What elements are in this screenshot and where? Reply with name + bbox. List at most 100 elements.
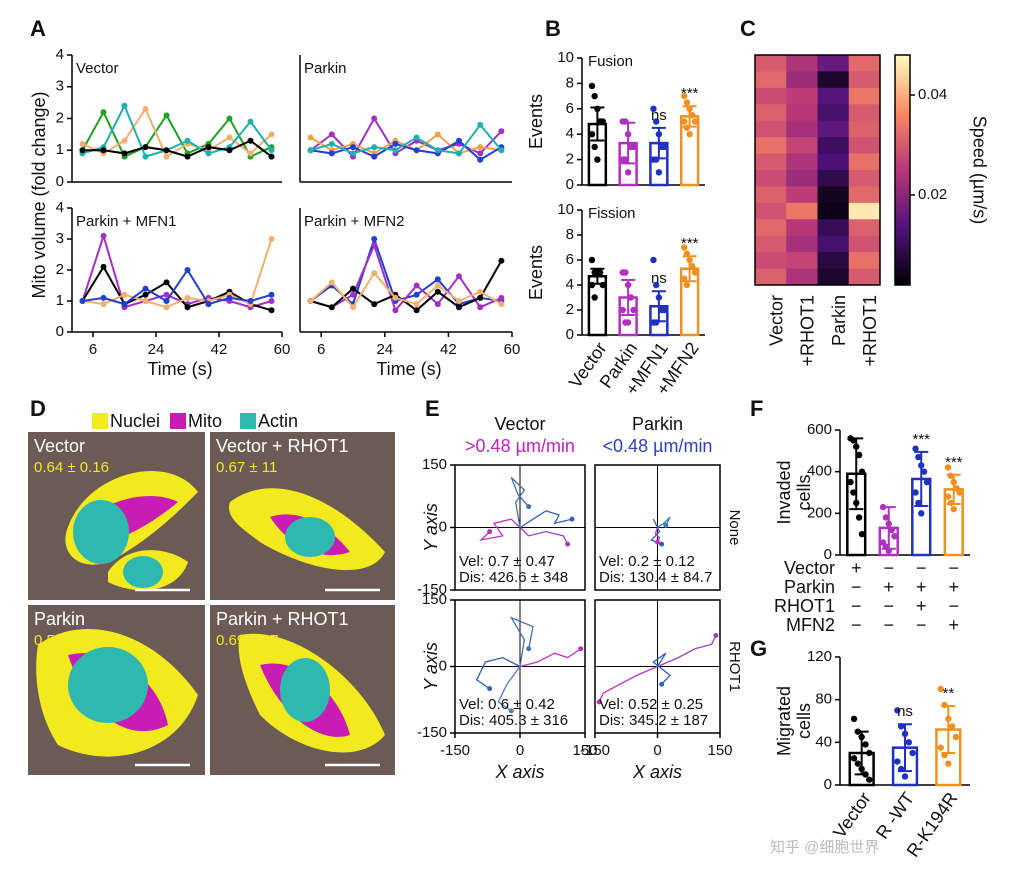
data-point xyxy=(371,236,378,242)
data-point xyxy=(683,99,691,106)
data-line xyxy=(81,232,272,309)
column-title: Parkin xyxy=(632,414,683,434)
data-line xyxy=(82,139,273,158)
data-point xyxy=(655,169,663,176)
data-point xyxy=(371,242,378,249)
data-point xyxy=(944,493,952,500)
condition-sign: − xyxy=(883,596,894,616)
y-tick-label: 2 xyxy=(566,151,574,168)
heatmap-cell xyxy=(755,219,787,237)
heatmap-cell xyxy=(848,137,881,155)
subplot-title: Parkin xyxy=(304,60,347,77)
y-tick-label: 0 xyxy=(566,176,574,193)
data-point xyxy=(909,749,916,757)
y-tick-label: 4 xyxy=(56,199,64,216)
data-point xyxy=(650,105,657,113)
data-point xyxy=(655,131,663,138)
condition-label: Vector xyxy=(784,558,835,578)
y-axis-label: Events xyxy=(526,245,546,300)
error-bar xyxy=(893,723,917,773)
subplot-title: Parkin + MFN1 xyxy=(76,213,176,230)
data-point xyxy=(434,147,441,154)
data-point xyxy=(847,478,854,486)
trajectory-end xyxy=(663,522,669,528)
data-point xyxy=(905,739,913,746)
heatmap-cell xyxy=(786,202,818,220)
data-point xyxy=(350,285,356,292)
subplot-title: Vector xyxy=(76,60,119,77)
stats: Vel: 0.6 ± 0.42 xyxy=(459,696,555,713)
condition-sign: + xyxy=(883,577,894,597)
x-axis-label: X axis xyxy=(494,762,544,782)
data-point xyxy=(413,301,420,308)
y-axis-label: Invaded xyxy=(774,460,794,524)
subplot-title: Parkin + MFN2 xyxy=(304,213,404,230)
heatmap-cell xyxy=(848,170,881,187)
data-point xyxy=(371,270,378,277)
y-tick-label: 3 xyxy=(56,78,64,95)
data-point xyxy=(205,144,212,151)
significance: ns xyxy=(651,107,667,124)
data-point xyxy=(650,256,657,264)
data-point xyxy=(624,169,632,176)
cell-part xyxy=(285,517,335,557)
data-point xyxy=(142,291,149,298)
data-point xyxy=(950,478,957,486)
data-point xyxy=(901,730,909,737)
data-point xyxy=(686,105,693,113)
x-tick-label: +RHOT1 xyxy=(798,295,818,367)
data-point xyxy=(923,478,931,486)
trajectory xyxy=(519,648,582,668)
heatmap-cell xyxy=(755,153,787,171)
x-tick-label: +RHOT1 xyxy=(860,295,880,367)
y-tick-label: 150 xyxy=(422,591,447,608)
heatmap-cell xyxy=(786,186,818,204)
trajectory-end xyxy=(569,516,575,522)
data-point xyxy=(307,147,314,154)
x-tick-label: 42 xyxy=(211,341,228,358)
heatmap-cell xyxy=(786,153,818,171)
data-point xyxy=(163,304,170,311)
data-point xyxy=(624,131,632,138)
heatmap-cell xyxy=(848,104,881,122)
data-point xyxy=(477,156,484,163)
data-point xyxy=(855,451,863,459)
data-point xyxy=(79,298,86,304)
trajectory xyxy=(509,616,534,667)
y-tick-label: 0 xyxy=(439,657,447,674)
data-point xyxy=(371,153,378,160)
data-point xyxy=(392,147,399,154)
heatmap-cell xyxy=(848,186,881,204)
heatmap-cell xyxy=(848,55,881,72)
y-tick-label: 6 xyxy=(566,100,574,117)
data-point xyxy=(948,723,956,730)
data-point xyxy=(937,744,944,751)
data-point xyxy=(858,468,866,475)
heatmap-cell xyxy=(848,219,881,237)
data-point xyxy=(328,150,335,157)
data-point xyxy=(689,111,696,119)
condition-sign: + xyxy=(916,577,927,597)
column-subtitle: >0.48 µm/min xyxy=(465,436,575,456)
data-point xyxy=(624,319,632,326)
data-line xyxy=(309,271,502,309)
panel-label: E xyxy=(425,396,440,421)
data-point xyxy=(328,131,335,138)
significance: *** xyxy=(945,454,963,471)
y-tick-label: 8 xyxy=(566,74,574,91)
heatmap-cell xyxy=(817,153,850,171)
x-tick-label: 150 xyxy=(572,742,597,759)
y-tick-label: -150 xyxy=(417,581,447,598)
data-point xyxy=(184,153,191,160)
y-tick-label: 3 xyxy=(56,230,64,247)
data-point xyxy=(247,298,254,304)
data-point xyxy=(944,464,952,471)
data-point xyxy=(912,489,919,496)
data-point xyxy=(901,773,909,780)
error-bar xyxy=(681,255,699,283)
y-tick-label: 400 xyxy=(807,463,832,480)
data-point xyxy=(862,771,869,778)
data-point xyxy=(121,150,128,157)
data-point xyxy=(434,131,441,138)
data-point xyxy=(247,150,254,157)
